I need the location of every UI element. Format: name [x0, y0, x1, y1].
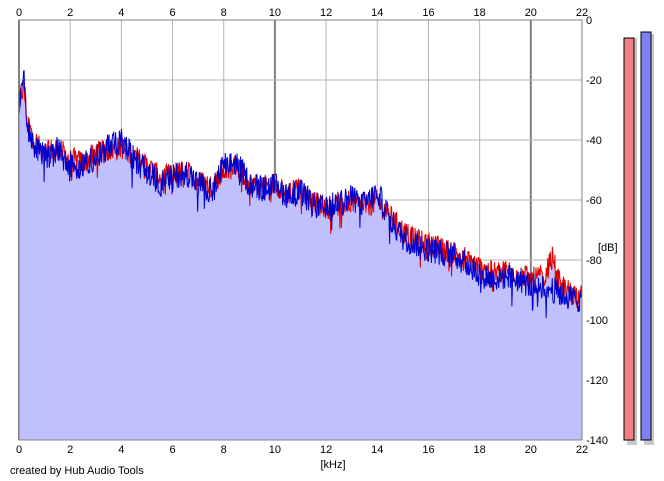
x-axis-unit: [kHz] — [320, 459, 345, 471]
y-tick-label: -120 — [586, 375, 608, 387]
x-tick-label-bottom: 2 — [67, 444, 73, 456]
x-tick-label-bottom: 12 — [320, 444, 332, 456]
plot-border — [18, 19, 583, 441]
x-tick-label-top: 22 — [576, 7, 588, 19]
x-tick-label-bottom: 4 — [118, 444, 124, 456]
y-tick-label: -20 — [586, 75, 602, 87]
y-axis-right: 0 -20 -40 -60 -80 -100 -120 -140 — [586, 15, 608, 447]
level-meters — [623, 31, 654, 445]
x-tick-label-bottom: 6 — [169, 444, 175, 456]
x-tick-label-bottom: 20 — [525, 444, 537, 456]
y-tick-label: -40 — [586, 135, 602, 147]
y-axis-unit: [dB] — [598, 242, 618, 254]
y-tick-label: 0 — [586, 15, 592, 27]
y-tick-label: -140 — [586, 435, 608, 447]
x-tick-label-top: 10 — [269, 7, 281, 19]
x-tick-label-top: 6 — [169, 7, 175, 19]
x-tick-label-top: 0 — [16, 7, 22, 19]
credit-text: created by Hub Audio Tools — [10, 465, 144, 477]
x-tick-label-top: 8 — [221, 7, 227, 19]
x-tick-label-bottom: 14 — [371, 444, 383, 456]
x-tick-label-bottom: 8 — [221, 444, 227, 456]
x-tick-label-bottom: 10 — [269, 444, 281, 456]
x-tick-label-bottom: 18 — [474, 444, 486, 456]
x-tick-label-bottom: 0 — [16, 444, 22, 456]
x-axis-top: 0 2 4 6 8 10 12 14 16 18 20 22 — [16, 7, 588, 19]
right-level-meter — [640, 31, 652, 441]
left-level-meter — [623, 37, 635, 441]
y-tick-label: -80 — [586, 255, 602, 267]
y-tick-label: -100 — [586, 315, 608, 327]
x-tick-label-bottom: 16 — [422, 444, 434, 456]
y-tick-label: -60 — [586, 195, 602, 207]
x-tick-label-top: 16 — [422, 7, 434, 19]
x-axis-bottom: 0 2 4 6 8 10 12 14 16 18 20 22 — [16, 444, 588, 456]
x-tick-label-top: 20 — [525, 7, 537, 19]
x-tick-label-top: 4 — [118, 7, 124, 19]
x-tick-label-bottom: 22 — [576, 444, 588, 456]
x-tick-label-top: 2 — [67, 7, 73, 19]
x-tick-label-top: 18 — [474, 7, 486, 19]
spectrum-fill-area — [19, 70, 582, 440]
x-tick-label-top: 14 — [371, 7, 383, 19]
x-tick-label-top: 12 — [320, 7, 332, 19]
series-line-right — [19, 70, 582, 319]
